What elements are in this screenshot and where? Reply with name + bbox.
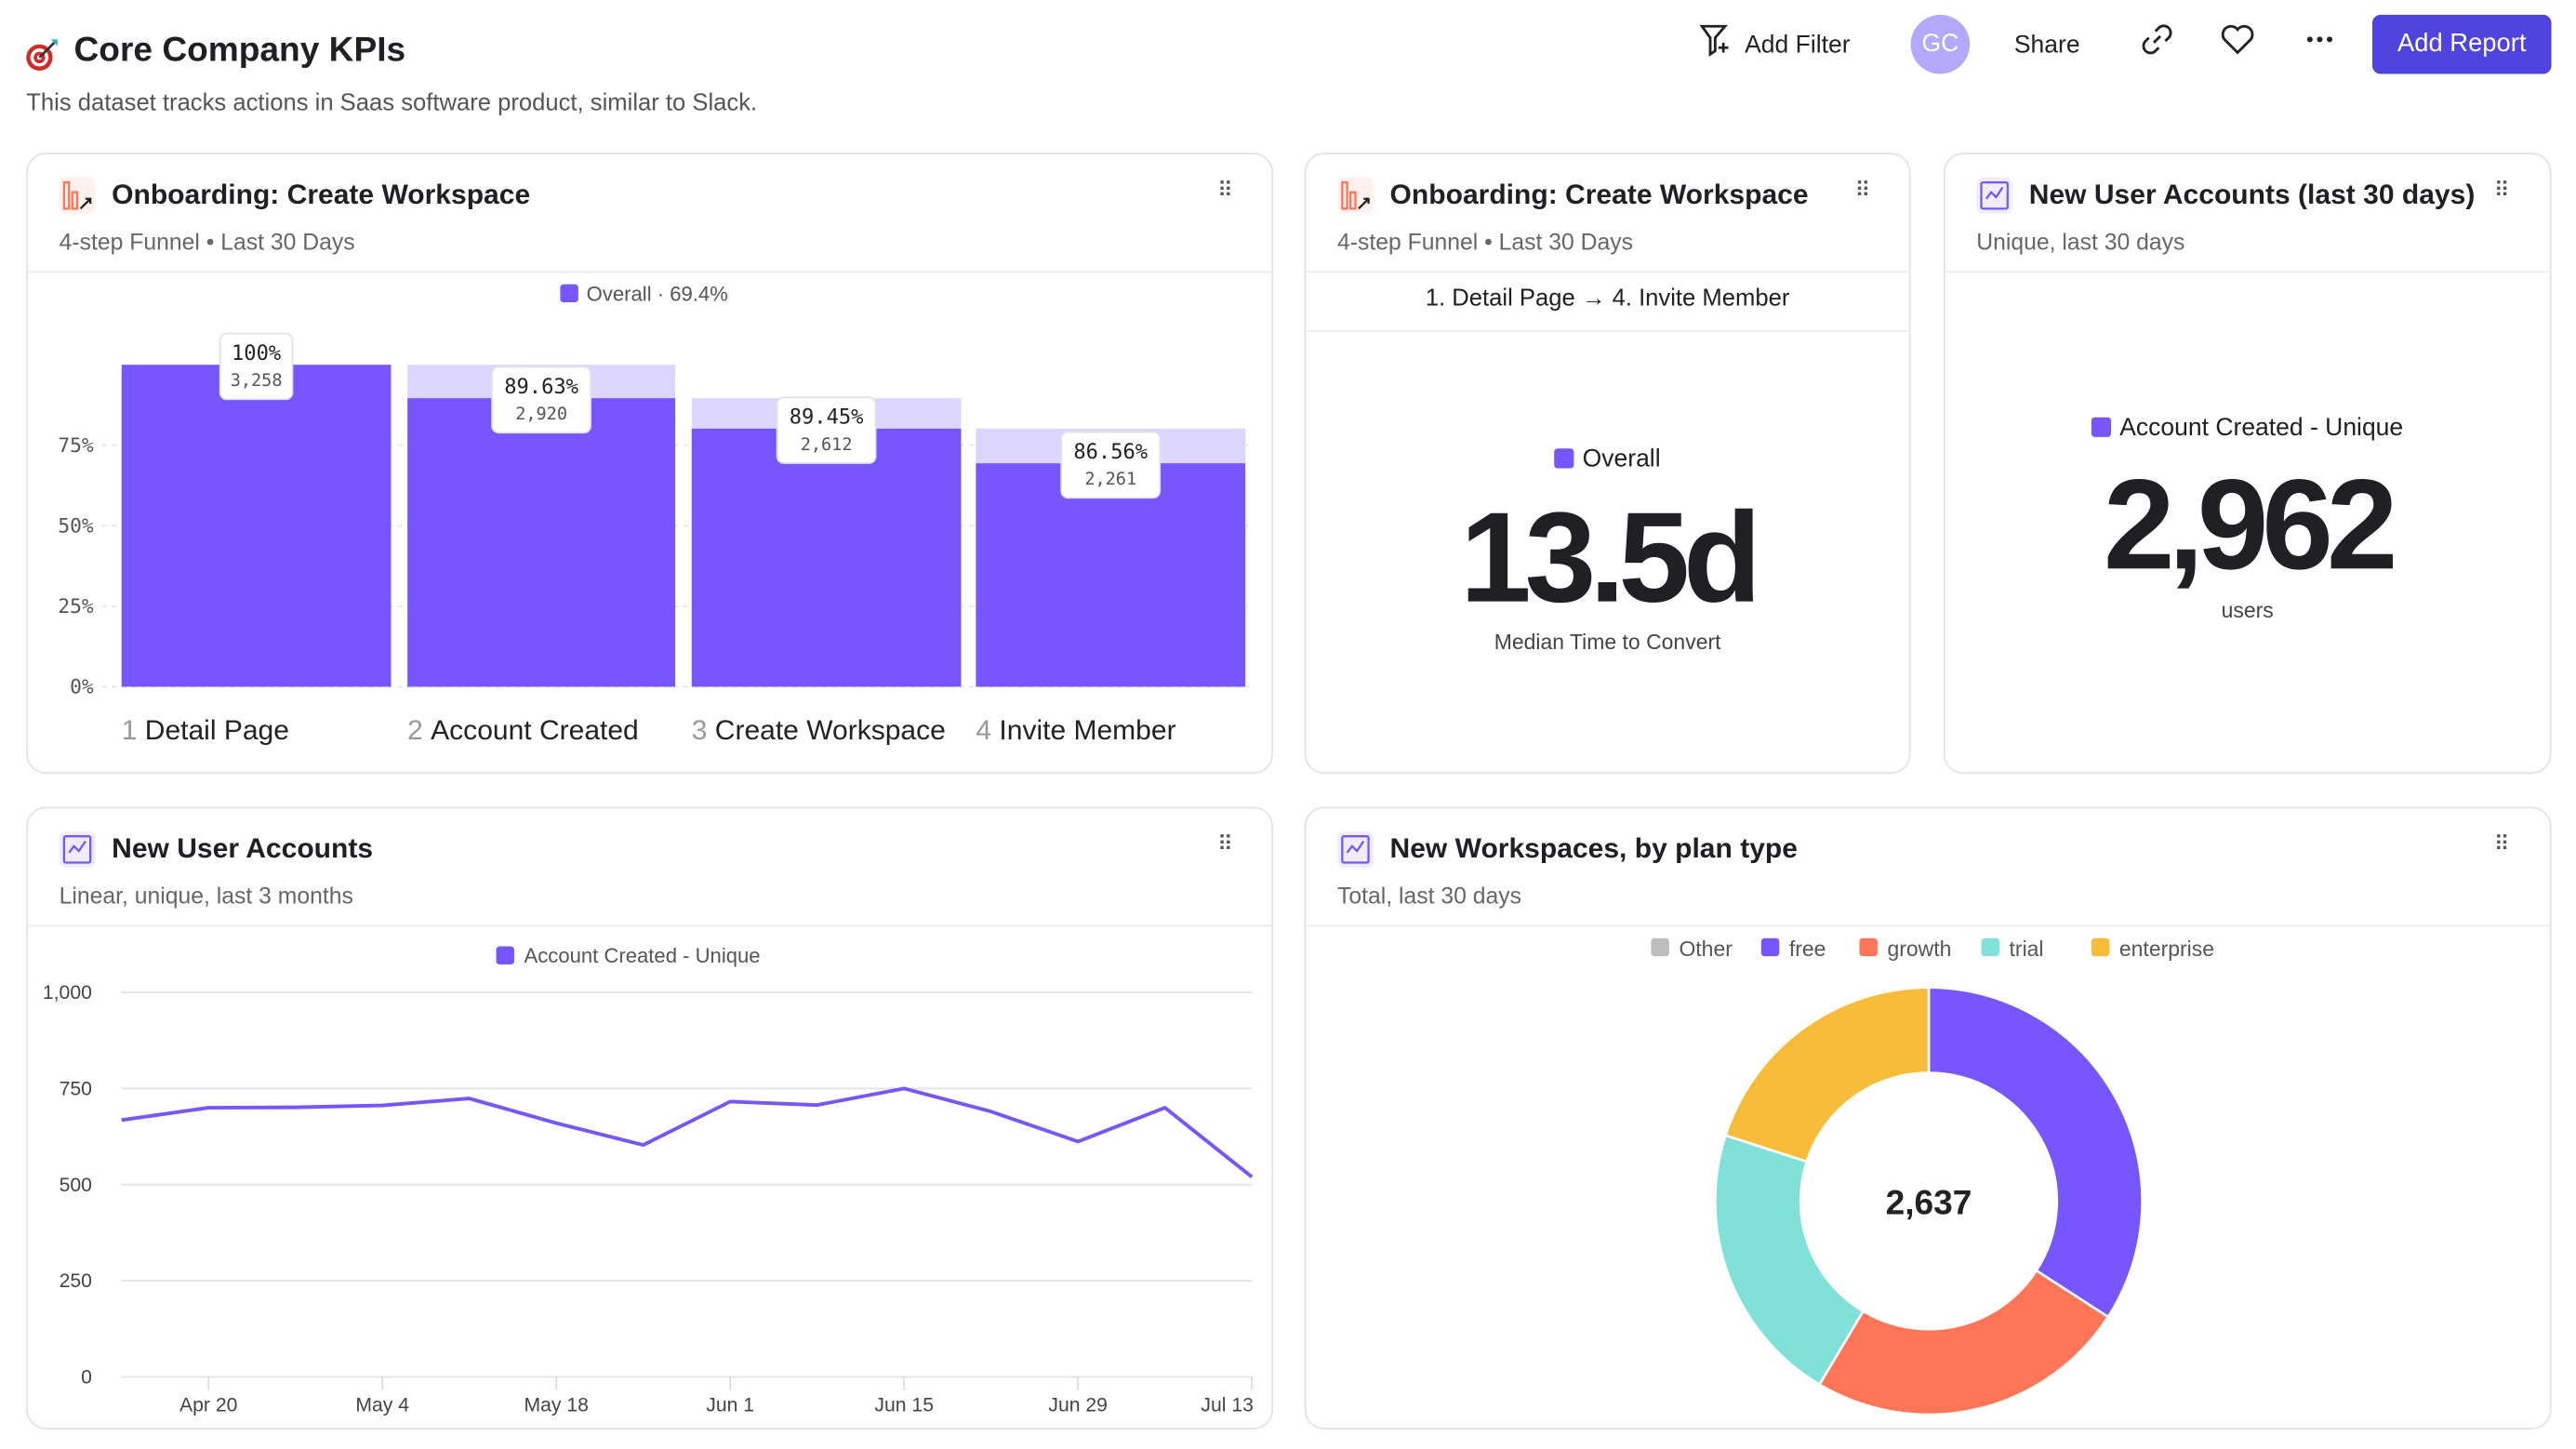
drag-handle-icon[interactable]: ⠿ — [1217, 831, 1233, 857]
divider — [28, 924, 1272, 927]
divider — [1945, 271, 2550, 273]
card-title[interactable]: New User Accounts — [112, 832, 374, 865]
card-title[interactable]: New User Accounts (last 30 days) — [2028, 179, 2476, 211]
favorite-button[interactable] — [2220, 24, 2256, 65]
link-icon — [2141, 23, 2173, 69]
legend: Account Created - Unique — [1945, 414, 2550, 442]
filter-plus-icon — [1699, 21, 1735, 71]
card-title[interactable]: Onboarding: Create Workspace — [1389, 179, 1809, 211]
funnel-report-card[interactable]: Onboarding: Create Workspace 4-step Funn… — [26, 153, 1274, 775]
new-user-accounts-card[interactable]: New User Accounts Linear, unique, last 3… — [26, 806, 1274, 1429]
legend-swatch — [1554, 448, 1574, 469]
metric-caption: users — [2221, 598, 2274, 623]
card-subtitle: Unique, last 30 days — [1976, 228, 2185, 255]
drag-handle-icon[interactable]: ⠿ — [1217, 177, 1233, 203]
metric-caption: Median Time to Convert — [1494, 629, 1721, 655]
drag-handle-icon[interactable]: ⠿ — [1854, 177, 1870, 203]
divider — [1306, 271, 1909, 273]
legend-swatch — [2091, 417, 2112, 437]
more-icon — [2304, 23, 2336, 69]
card-subtitle: Linear, unique, last 3 months — [59, 882, 353, 909]
new-user-accounts-30d-card[interactable]: New User Accounts (last 30 days) Unique,… — [1943, 153, 2552, 775]
share-button[interactable]: Share — [2013, 31, 2080, 60]
add-filter-button[interactable]: Add Filter — [1699, 24, 1851, 65]
legend: Overall — [1306, 445, 1908, 473]
divider — [1306, 924, 2550, 927]
line-chart-icon — [59, 831, 96, 868]
median-time-value: 13.5d — [1460, 485, 1761, 630]
target-icon — [24, 36, 60, 73]
new-workspaces-card[interactable]: New Workspaces, by plan type Total, last… — [1304, 806, 2552, 1429]
card-subtitle: 4-step Funnel • Last 30 Days — [59, 228, 355, 255]
card-subtitle: 4-step Funnel • Last 30 Days — [1337, 228, 1634, 255]
drag-handle-icon[interactable]: ⠿ — [2493, 831, 2510, 857]
page-title: Core Company KPIs — [73, 31, 406, 70]
heart-icon — [2220, 23, 2256, 69]
card-subtitle: Total, last 30 days — [1337, 882, 1521, 909]
drag-handle-icon[interactable]: ⠿ — [2493, 177, 2510, 203]
card-title[interactable]: New Workspaces, by plan type — [1389, 832, 1798, 865]
funnel-icon — [59, 177, 96, 214]
card-title[interactable]: Onboarding: Create Workspace — [112, 179, 531, 211]
divider — [28, 271, 1272, 273]
link-button[interactable] — [2141, 24, 2173, 65]
add-report-button[interactable]: Add Report — [2371, 14, 2552, 74]
page-description: This dataset tracks actions in Saas soft… — [26, 90, 758, 117]
funnel-icon — [1337, 177, 1374, 214]
line-chart-icon — [1337, 831, 1374, 868]
time-to-convert-card[interactable]: Onboarding: Create Workspace 4-step Funn… — [1304, 153, 1911, 775]
line-chart-icon — [1976, 177, 2013, 214]
divider — [1306, 330, 1909, 332]
funnel-steps-label: 1. Detail Page → 4. Invite Member — [1425, 286, 1790, 312]
user-count-value: 2,962 — [2103, 451, 2398, 597]
avatar[interactable]: GC — [1910, 14, 1971, 74]
more-button[interactable] — [2304, 26, 2336, 65]
